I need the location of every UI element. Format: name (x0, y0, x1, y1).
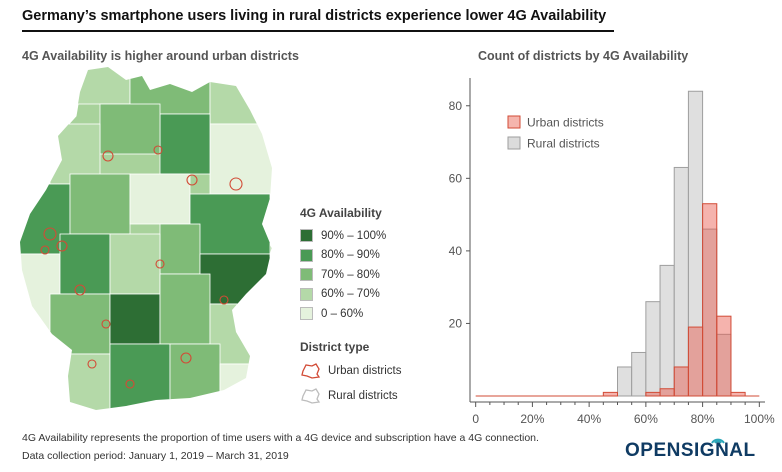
y-tick-label: 60 (449, 171, 463, 185)
germany-district-map (19, 66, 273, 411)
histogram-legend: Urban districts Rural districts (507, 115, 604, 151)
legend-item: 60% – 70% (300, 285, 430, 305)
bar-rural (659, 264, 675, 397)
map-region (109, 293, 161, 345)
opensignal-signal-icon (711, 438, 725, 444)
logo-text: OPENSIGNAL (625, 440, 756, 461)
map-region (109, 343, 171, 410)
urban-district (125, 379, 135, 389)
footnote-definition: 4G Availability represents the proportio… (22, 432, 539, 444)
urban-district (101, 319, 111, 329)
legend-swatch (300, 248, 313, 262)
district-type-legend: District type Urban districts Rural dist… (300, 340, 430, 408)
legend-label: 0 – 60% (321, 307, 364, 320)
district-type-item: Urban districts (300, 358, 430, 383)
urban-district (87, 359, 97, 369)
map-subtitle: 4G Availability is higher around urban d… (22, 49, 299, 63)
urban-district-outline-icon (301, 362, 321, 379)
map-region (219, 363, 261, 405)
legend-swatch (300, 268, 313, 282)
bar-urban (673, 366, 689, 397)
district-type-label: Rural districts (328, 389, 398, 402)
bar-urban (687, 326, 704, 397)
map-region (189, 193, 271, 255)
urban-district (155, 259, 165, 269)
footnote-period: Data collection period: January 1, 2019 … (22, 450, 289, 462)
bar-rural (617, 366, 633, 397)
legend-label: 80% – 90% (321, 249, 380, 262)
district-type-item: Rural districts (300, 383, 430, 408)
legend-label-urban: Urban districts (527, 116, 604, 130)
rural-district-outline-icon (301, 387, 321, 404)
map-region (99, 103, 161, 155)
map-region (169, 343, 221, 405)
title-underline (22, 30, 614, 32)
map-region (159, 113, 211, 175)
urban-district (74, 284, 86, 296)
map-region (49, 353, 111, 410)
legend-item: 0 – 60% (300, 304, 430, 324)
map-region (209, 123, 272, 195)
y-tick-label: 80 (449, 99, 463, 113)
legend-item: 70% – 80% (300, 265, 430, 285)
x-tick-label: 80% (691, 412, 715, 426)
urban-district (40, 245, 50, 255)
x-tick-label: 0 (472, 412, 479, 426)
bar-rural (631, 351, 647, 397)
map-region (49, 293, 111, 355)
x-tick-label: 20% (520, 412, 544, 426)
map-region (69, 67, 131, 105)
legend-swatch (300, 287, 313, 301)
map-region (199, 253, 271, 305)
bar-urban (702, 203, 718, 397)
legend-item: 90% – 100% (300, 226, 430, 246)
urban-district (219, 295, 229, 305)
bar-urban (645, 391, 661, 397)
x-tick-label: 60% (634, 412, 658, 426)
district-type-title: District type (300, 340, 370, 354)
bar-urban (730, 391, 746, 397)
urban-district (102, 150, 114, 162)
legend-swatch (300, 307, 313, 321)
chart-title: Germany’s smartphone users living in rur… (22, 8, 607, 24)
y-tick-label: 20 (449, 316, 463, 330)
legend-label: 70% – 80% (321, 268, 380, 281)
legend-label-rural: Rural districts (527, 137, 600, 151)
map-region (159, 273, 211, 345)
map-region (129, 173, 191, 225)
urban-district (186, 174, 198, 186)
opensignal-logo: OPENSIGNAL (625, 438, 756, 462)
y-tick-label: 40 (449, 244, 463, 258)
bar-rural (645, 301, 661, 397)
map-region (209, 67, 272, 125)
legend-label: 90% – 100% (321, 229, 387, 242)
district-type-label: Urban districts (328, 364, 402, 377)
bar-urban (602, 391, 618, 397)
legend-label: 60% – 70% (321, 288, 380, 301)
legend-item: 80% – 90% (300, 246, 430, 266)
x-tick-label: 40% (577, 412, 601, 426)
bar-urban (716, 315, 732, 397)
urban-district (153, 145, 163, 155)
histogram-chart: 20 40 60 80 0 20% 40% 60% 80% 100% Urban district… (449, 78, 775, 426)
map-region (159, 223, 201, 275)
urban-district (229, 177, 243, 191)
bar-urban (659, 388, 675, 397)
legend-swatch-urban (507, 115, 521, 129)
legend-title: 4G Availability (300, 206, 382, 220)
bar-rural (673, 166, 689, 397)
legend-swatch-rural (507, 136, 521, 150)
legend-swatch (300, 229, 313, 243)
histogram-axes: 20 40 60 80 0 20% 40% 60% 80% 100% (449, 78, 775, 426)
x-tick-label: 100% (744, 412, 775, 426)
map-region (59, 233, 111, 295)
availability-legend: 4G Availability 90% – 100% 80% – 90% 70%… (300, 206, 430, 324)
urban-district (43, 227, 57, 241)
map-region (69, 173, 131, 235)
histogram-subtitle: Count of districts by 4G Availability (478, 49, 689, 63)
histogram-bars (475, 90, 760, 397)
map-region (109, 233, 161, 295)
urban-district (56, 240, 68, 252)
urban-district (180, 352, 192, 364)
